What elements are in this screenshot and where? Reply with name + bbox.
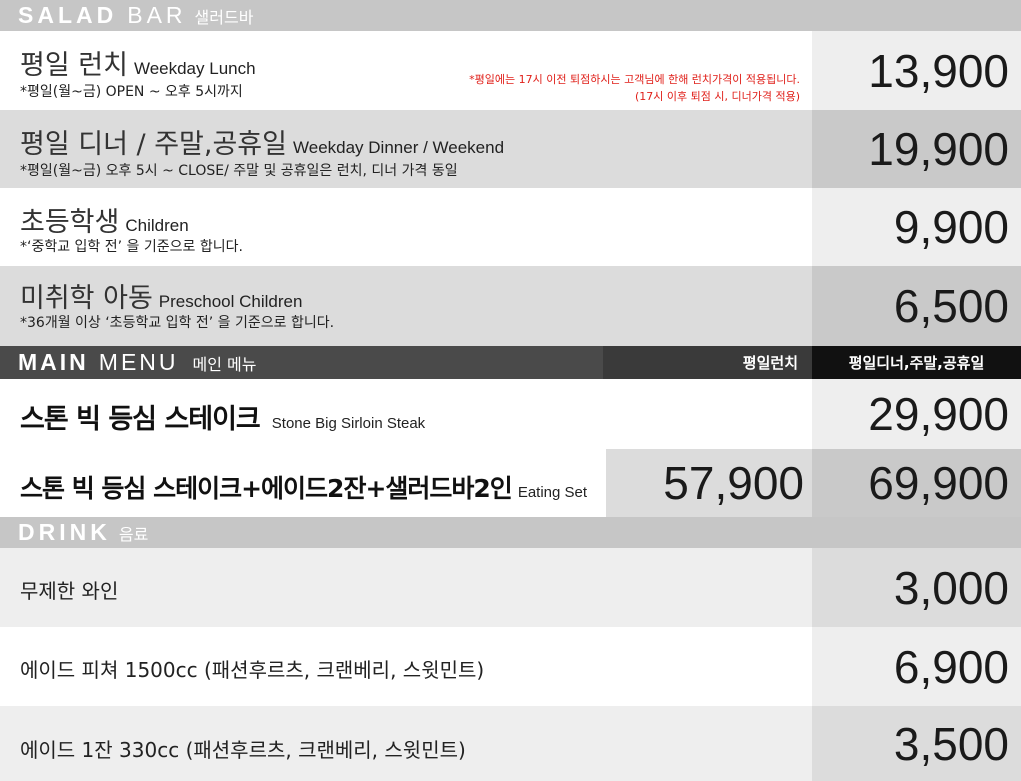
menu-subtitle: *평일(월~금) OPEN ~ 오후 5시까지 xyxy=(20,84,243,100)
price: 3,500 xyxy=(812,706,1021,781)
lunch-note: *평일에는 17시 이전 퇴점하시는 고객님에 한해 런치가격이 적용됩니다. … xyxy=(469,71,800,105)
salad-bar-title-kr: 샐러드바 xyxy=(194,7,254,27)
drink-row-ade-glass: 에이드 1잔 330cc (패션후르츠, 크랜베리, 스윗민트) 3,500 xyxy=(0,706,1021,781)
menu-title: 미취학 아동 Preschool Children xyxy=(20,276,302,315)
drink-name: 에이드 피쳐 1500cc (패션후르츠, 크랜베리, 스윗민트) xyxy=(20,658,485,682)
main-item-eating-set: 57,900 스톤 빅 등심 스테이크+에이드2잔+샐러드바2인 Eating … xyxy=(0,449,1021,517)
menu-title-en: Stone Big Sirloin Steak xyxy=(271,415,426,432)
menu-title-en: Children xyxy=(125,216,189,235)
price: 19,900 xyxy=(812,110,1021,188)
lunch-note-line-2: (17시 이후 퇴점 시, 디너가격 적용) xyxy=(635,90,800,103)
salad-row-weekday-dinner: 평일 디너 / 주말,공휴일 Weekday Dinner / Weekend *… xyxy=(0,110,1021,188)
column-header-dinner: 평일디너,주말,공휴일 xyxy=(812,346,1021,379)
salad-bar-title-2: BAR xyxy=(127,2,187,28)
menu-title-en: Weekday Lunch xyxy=(133,59,256,78)
drink-title-kr: 음료 xyxy=(118,524,149,544)
lunch-note-line-1: *평일에는 17시 이전 퇴점하시는 고객님에 한해 런치가격이 적용됩니다. xyxy=(469,73,800,86)
drink-row-ade-pitcher: 에이드 피쳐 1500cc (패션후르츠, 크랜베리, 스윗민트) 6,900 xyxy=(0,627,1021,706)
price: 13,900 xyxy=(812,31,1021,110)
salad-row-weekday-lunch: 평일 런치 Weekday Lunch *평일(월~금) OPEN ~ 오후 5시… xyxy=(0,31,1021,110)
menu-title-kr: 초등학생 xyxy=(20,207,120,238)
drink-header: DRINK 음료 xyxy=(0,517,1021,548)
menu-title-kr: 평일 런치 xyxy=(20,50,128,81)
menu-title-en: Preschool Children xyxy=(158,292,303,311)
drink-title: DRINK xyxy=(18,519,111,545)
drink-name: 에이드 1잔 330cc (패션후르츠, 크랜베리, 스윗민트) xyxy=(20,738,466,762)
salad-row-children: 초등학생 Children *‘중학교 입학 전’ 을 기준으로 합니다. 9,9… xyxy=(0,188,1021,266)
salad-bar-title: SALAD xyxy=(18,2,118,28)
menu-subtitle: *36개월 이상 ‘초등학교 입학 전’ 을 기준으로 합니다. xyxy=(20,315,335,331)
price: 6,900 xyxy=(812,627,1021,706)
menu-title: 스톤 빅 등심 스테이크+에이드2잔+샐러드바2인 Eating Set xyxy=(20,469,587,505)
menu-subtitle: *‘중학교 입학 전’ 을 기준으로 합니다. xyxy=(20,239,243,255)
menu-title: 평일 디너 / 주말,공휴일 Weekday Dinner / Weekend xyxy=(20,122,504,161)
menu-title-en: Weekday Dinner / Weekend xyxy=(293,138,505,157)
main-menu-title: MAIN xyxy=(18,349,89,375)
menu-title: 평일 런치 Weekday Lunch xyxy=(20,43,256,82)
main-item-steak: 스톤 빅 등심 스테이크 Stone Big Sirloin Steak 29,… xyxy=(0,379,1021,449)
main-menu-header: MAIN MENU 메인 메뉴 평일런치 평일디너,주말,공휴일 xyxy=(0,346,1021,379)
price: 6,500 xyxy=(812,266,1021,346)
menu-title-kr: 스톤 빅 등심 스테이크 xyxy=(20,404,261,435)
menu-title-en: Eating Set xyxy=(517,484,588,501)
menu-title-kr: 미취학 아동 xyxy=(20,283,153,314)
main-menu-title-2: MENU xyxy=(98,349,179,375)
menu-title: 스톤 빅 등심 스테이크 Stone Big Sirloin Steak xyxy=(20,397,425,436)
drink-row-wine: 무제한 와인 3,000 xyxy=(0,548,1021,627)
menu-title: 초등학생 Children xyxy=(20,200,189,239)
price-dinner: 69,900 xyxy=(812,449,1021,517)
menu-title-kr: 스톤 빅 등심 스테이크+에이드2잔+샐러드바2인 xyxy=(20,474,513,503)
menu-title-kr: 평일 디너 / 주말,공휴일 xyxy=(20,129,287,160)
main-menu-title-kr: 메인 메뉴 xyxy=(192,354,257,374)
price: 9,900 xyxy=(812,188,1021,266)
menu-subtitle: *평일(월~금) 오후 5시 ~ CLOSE/ 주말 및 공휴일은 런치, 디너… xyxy=(20,163,458,179)
price-lunch: 57,900 xyxy=(606,449,812,517)
drink-name: 무제한 와인 xyxy=(20,579,119,603)
salad-row-preschool: 미취학 아동 Preschool Children *36개월 이상 ‘초등학교 … xyxy=(0,266,1021,346)
salad-bar-header: SALAD BAR 샐러드바 xyxy=(0,0,1021,31)
price: 3,000 xyxy=(812,548,1021,627)
price-dinner: 29,900 xyxy=(812,379,1021,449)
column-header-lunch: 평일런치 xyxy=(603,346,812,379)
